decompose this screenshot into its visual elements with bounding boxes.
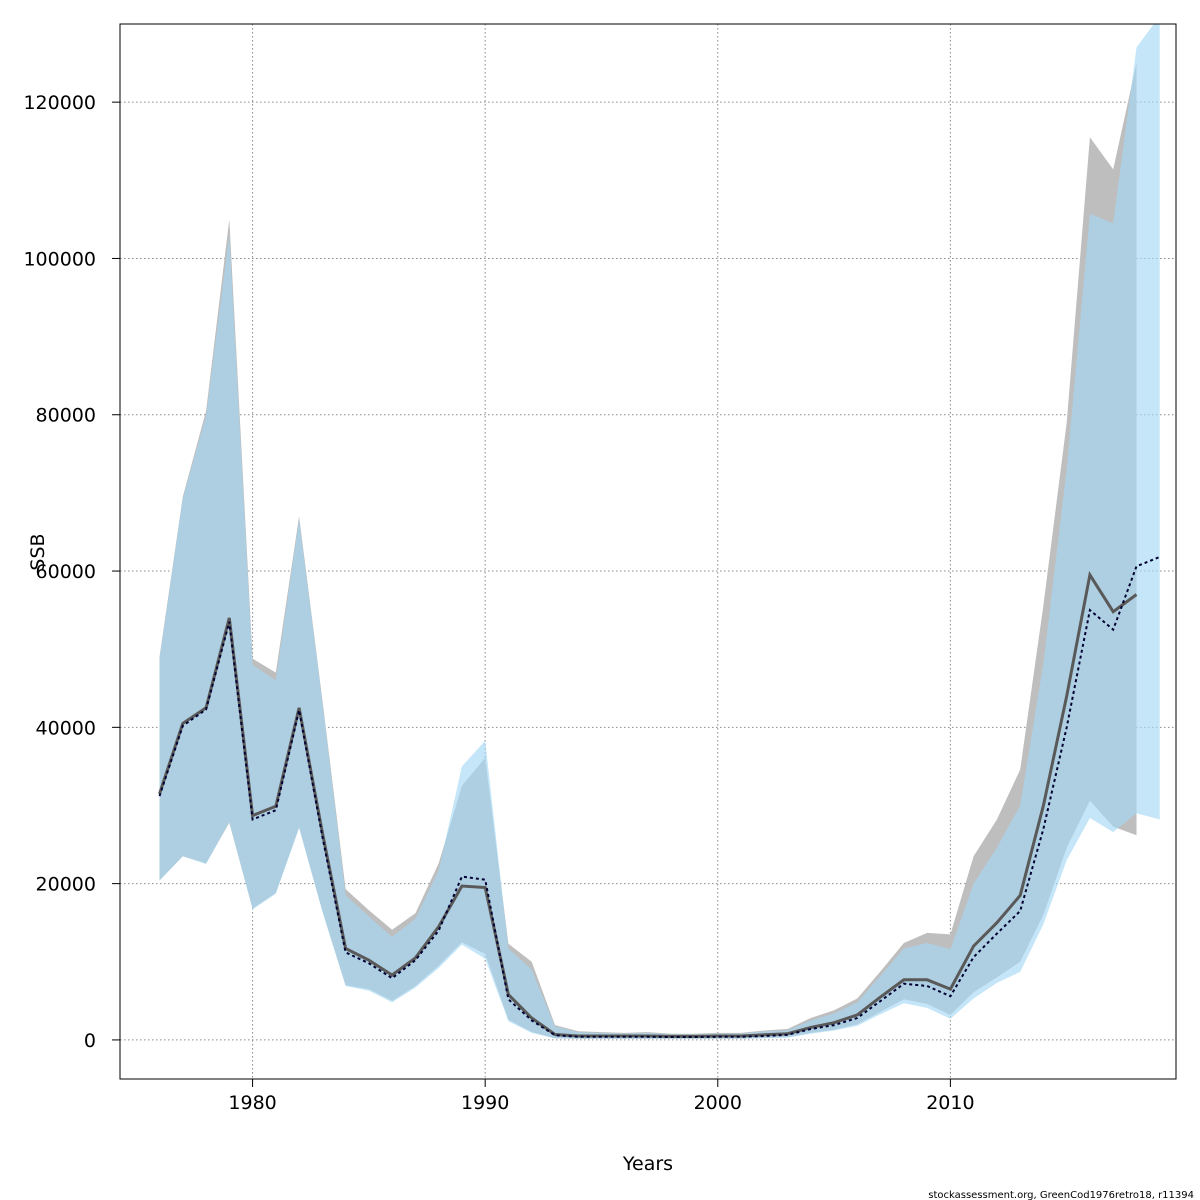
y-axis: 0 20000 40000 60000 80000 100000 120000 xyxy=(23,92,120,1052)
plot-frame xyxy=(119,23,1177,1080)
footer-credit: stockassessment.org, GreenCod1976retro18… xyxy=(928,1190,1194,1200)
x-tick-label: 2000 xyxy=(694,1092,742,1114)
series-lines xyxy=(158,556,1161,1038)
y-tick-label: 80000 xyxy=(36,405,96,427)
y-tick-label: 120000 xyxy=(23,92,96,114)
y-tick-label: 0 xyxy=(84,1030,96,1052)
series-line-blue xyxy=(158,556,1161,1038)
x-tick-label: 1980 xyxy=(228,1092,276,1114)
x-axis: 1980 1990 2000 2010 xyxy=(228,1079,975,1114)
x-tick-label: 2010 xyxy=(926,1092,974,1114)
y-axis-title: SSB xyxy=(27,533,49,570)
y-tick-label: 40000 xyxy=(36,717,96,739)
y-tick-label: 100000 xyxy=(23,248,96,270)
x-axis-title: Years xyxy=(622,1153,673,1175)
y-tick-label: 60000 xyxy=(36,561,96,583)
confidence-bands xyxy=(159,24,1160,1039)
confidence-band-blue xyxy=(159,24,1160,1039)
x-tick-label: 1990 xyxy=(461,1092,509,1114)
y-tick-label: 20000 xyxy=(36,874,96,896)
